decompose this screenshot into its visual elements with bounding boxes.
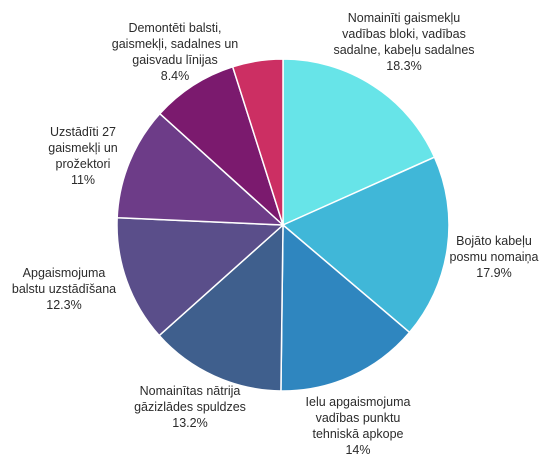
- slice-label-3: Ielu apgaismojuma vadības punktu tehniskā …: [306, 395, 411, 457]
- pie-slice-4: [158, 223, 284, 392]
- pie-slice-8: [231, 58, 284, 226]
- pie-slice-1: [282, 58, 436, 227]
- slice-label-2: Bojāto kabeļu posmu nomaiņa 17.9%: [450, 234, 539, 280]
- slice-label-4: Nomainītas nātrija gāzizlādes spuldzes 13.…: [134, 384, 246, 430]
- pie-slice-6: [116, 112, 286, 226]
- slice-label-5: Apgaismojuma balstu uzstādīšana 12.3%: [12, 266, 116, 312]
- slice-label-1: Nomainīti gaismekļu vadības bloki, vadība…: [333, 11, 474, 73]
- pie-slices: [116, 58, 450, 392]
- pie-slice-2: [281, 156, 450, 334]
- slice-label-7: Demontēti balsti, gaismekļi, sadalnes un g…: [112, 21, 239, 83]
- pie-slice-7: [158, 65, 285, 228]
- slice-label-6: Uzstādīti 27 gaismekļi un prožektori 11%: [48, 125, 118, 187]
- pie-labels: Nomainīti gaismekļu vadības bloki, vadība…: [12, 11, 539, 457]
- pie-slice-5: [116, 216, 285, 337]
- pie-slice-3: [280, 223, 411, 392]
